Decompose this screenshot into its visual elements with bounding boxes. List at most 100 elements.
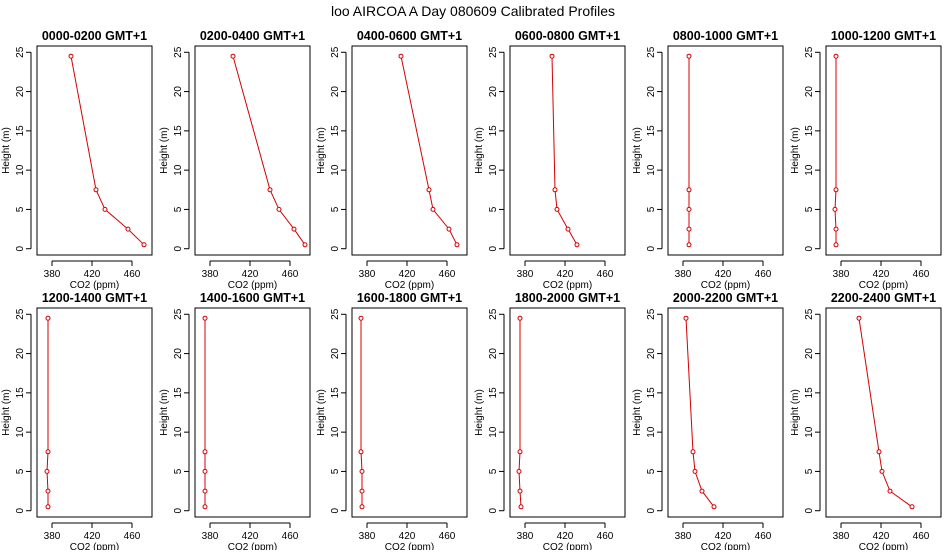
data-point (202, 468, 208, 474)
x-tick-label: 460 (439, 531, 456, 542)
chart-panel: 2000-2200 GMT+1 380 420 460 0 5 10 15 20 25 CO2 (p… (632, 291, 784, 553)
data-point (398, 53, 404, 59)
x-tick-label: 380 (833, 531, 850, 542)
panel-title: 1000-1200 GMT+1 (831, 29, 936, 43)
series-line (400, 56, 458, 246)
y-tick-label: 5 (15, 468, 26, 474)
chart-panel: 0200-0400 GMT+1 380 420 460 0 5 10 15 20 25 CO2 (p… (159, 29, 311, 291)
data-point (125, 226, 131, 232)
plot-frame (194, 45, 311, 256)
y-tick-label: 0 (488, 507, 499, 513)
data-point (832, 206, 838, 212)
y-tick-label: 20 (15, 348, 26, 360)
plot-frame (667, 307, 784, 518)
y-tick-label: 25 (173, 46, 184, 58)
data-point (686, 242, 692, 248)
plot-frame (509, 45, 626, 256)
y-axis-label: Height (m) (159, 389, 170, 436)
data-point (909, 504, 915, 510)
data-point (267, 187, 273, 193)
data-point (102, 206, 108, 212)
x-tick-label: 460 (282, 269, 299, 280)
y-tick-label: 0 (488, 245, 499, 251)
x-axis-label: CO2 (ppm) (701, 280, 750, 291)
x-tick-label: 420 (84, 531, 101, 542)
x-axis-label: CO2 (ppm) (228, 280, 277, 291)
series-line (858, 318, 913, 508)
x-tick-label: 460 (124, 269, 141, 280)
y-tick-label: 25 (804, 308, 815, 320)
y-tick-label: 15 (330, 387, 341, 399)
data-point (359, 504, 365, 510)
y-axis-label: Height (m) (474, 127, 485, 174)
chart-panel: 1200-1400 GMT+1 380 420 460 0 5 10 15 20 25 CO2 (p… (1, 291, 153, 553)
data-point (833, 53, 839, 59)
y-tick-label: 25 (330, 46, 341, 58)
x-tick-label: 380 (202, 269, 219, 280)
data-point (876, 449, 882, 455)
data-point (517, 449, 523, 455)
y-tick-label: 0 (15, 507, 26, 513)
chart-panel: 0000-0200 GMT+1 380 420 460 0 5 10 15 20 25 CO2 (p… (1, 29, 153, 291)
x-tick-label: 420 (873, 531, 890, 542)
x-axis-label: CO2 (ppm) (543, 280, 592, 291)
plot-frame (509, 307, 626, 518)
data-point (699, 488, 705, 494)
series-line (834, 56, 837, 245)
x-axis-label: CO2 (ppm) (859, 542, 908, 550)
plot-frame (351, 307, 468, 518)
x-tick-label: 420 (399, 269, 416, 280)
x-tick-label: 380 (44, 531, 61, 542)
y-tick-label: 5 (646, 468, 657, 474)
y-tick-label: 25 (804, 46, 815, 58)
y-tick-label: 5 (173, 206, 184, 212)
data-point (833, 242, 839, 248)
y-axis-label: Height (m) (159, 127, 170, 174)
chart-panel: 0800-1000 GMT+1 380 420 460 0 5 10 15 20 25 CO2 (p… (632, 29, 784, 291)
y-tick-label: 10 (488, 164, 499, 176)
x-tick-label: 380 (517, 269, 534, 280)
data-point (359, 468, 365, 474)
data-point (686, 187, 692, 193)
y-tick-label: 5 (646, 206, 657, 212)
data-point (833, 226, 839, 232)
x-tick-label: 380 (675, 531, 692, 542)
x-tick-label: 460 (124, 531, 141, 542)
y-axis-label: Height (m) (316, 389, 327, 436)
data-point (359, 488, 365, 494)
x-tick-label: 420 (873, 269, 890, 280)
x-tick-label: 460 (913, 269, 930, 280)
figure-title: loo AIRCOA A Day 080609 Calibrated Profi… (331, 3, 615, 19)
plot-frame (36, 307, 153, 518)
x-axis-label: CO2 (ppm) (859, 280, 908, 291)
y-tick-label: 25 (330, 308, 341, 320)
chart-panel: 2200-2400 GMT+1 380 420 460 0 5 10 15 20 25 CO2 (p… (790, 291, 942, 553)
x-axis-label: CO2 (ppm) (701, 542, 750, 550)
data-point (291, 226, 297, 232)
y-tick-label: 25 (488, 308, 499, 320)
y-tick-label: 20 (173, 348, 184, 360)
y-tick-label: 20 (15, 86, 26, 98)
y-axis-label: Height (m) (632, 127, 643, 174)
data-point (552, 187, 558, 193)
x-tick-label: 420 (399, 531, 416, 542)
data-point (517, 488, 523, 494)
panel-title: 0400-0600 GMT+1 (357, 29, 462, 43)
x-tick-label: 380 (44, 269, 61, 280)
panel-title: 0000-0200 GMT+1 (42, 29, 147, 43)
data-point (683, 315, 689, 321)
y-tick-label: 10 (15, 426, 26, 438)
x-tick-label: 460 (597, 269, 614, 280)
panel-title: 1800-2000 GMT+1 (515, 291, 620, 305)
y-tick-label: 20 (646, 86, 657, 98)
y-tick-label: 20 (646, 348, 657, 360)
y-tick-label: 15 (173, 125, 184, 137)
x-axis-label: CO2 (ppm) (70, 280, 119, 291)
x-tick-label: 460 (597, 531, 614, 542)
y-tick-label: 10 (804, 426, 815, 438)
x-axis-label: CO2 (ppm) (543, 542, 592, 550)
y-tick-label: 15 (488, 125, 499, 137)
series-line (70, 56, 145, 246)
x-axis-label: CO2 (ppm) (385, 280, 434, 291)
